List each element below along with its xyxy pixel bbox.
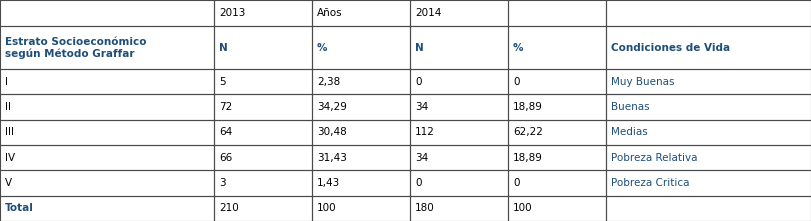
Text: 3: 3 [219, 178, 225, 188]
Text: 64: 64 [219, 127, 232, 137]
Text: 72: 72 [219, 102, 232, 112]
Text: Años: Años [317, 8, 342, 18]
Bar [312, 94, 410, 120]
Text: 30,48: 30,48 [317, 127, 347, 137]
Text: 34: 34 [415, 102, 428, 112]
Bar [0, 26, 214, 69]
Text: Muy Buenas: Muy Buenas [611, 77, 675, 87]
Bar [0, 145, 214, 170]
Text: 62,22: 62,22 [513, 127, 543, 137]
Bar [410, 196, 508, 221]
Text: 5: 5 [219, 77, 225, 87]
Bar [410, 120, 508, 145]
Text: %: % [317, 43, 328, 53]
Bar [312, 26, 410, 69]
Bar [312, 196, 410, 221]
Bar [214, 120, 312, 145]
Bar [606, 0, 811, 26]
Text: 112: 112 [415, 127, 435, 137]
Bar [508, 120, 606, 145]
Bar [410, 170, 508, 196]
Bar [312, 0, 410, 26]
Bar [0, 196, 214, 221]
Text: 2013: 2013 [219, 8, 246, 18]
Text: N: N [415, 43, 424, 53]
Bar [214, 94, 312, 120]
Bar [606, 196, 811, 221]
Bar [214, 69, 312, 94]
Bar [606, 94, 811, 120]
Text: I: I [5, 77, 8, 87]
Text: IV: IV [5, 153, 15, 163]
Bar [312, 69, 410, 94]
Bar [410, 94, 508, 120]
Text: 18,89: 18,89 [513, 102, 543, 112]
Text: 2,38: 2,38 [317, 77, 341, 87]
Bar [214, 145, 312, 170]
Text: Total: Total [5, 203, 34, 213]
Bar [214, 170, 312, 196]
Bar [312, 145, 410, 170]
Bar [606, 120, 811, 145]
Text: 34,29: 34,29 [317, 102, 347, 112]
Bar [410, 26, 508, 69]
Bar [606, 69, 811, 94]
Text: 34: 34 [415, 153, 428, 163]
Text: 0: 0 [513, 77, 520, 87]
Text: 31,43: 31,43 [317, 153, 347, 163]
Bar [508, 0, 606, 26]
Text: Estrato Socioeconómico
según Método Graffar: Estrato Socioeconómico según Método Graf… [5, 36, 147, 59]
Text: Pobreza Critica: Pobreza Critica [611, 178, 689, 188]
Bar [0, 0, 214, 26]
Bar [606, 170, 811, 196]
Bar [508, 94, 606, 120]
Text: 210: 210 [219, 203, 238, 213]
Text: 100: 100 [317, 203, 337, 213]
Text: N: N [219, 43, 228, 53]
Bar [214, 196, 312, 221]
Text: Medias: Medias [611, 127, 648, 137]
Text: %: % [513, 43, 523, 53]
Bar [0, 94, 214, 120]
Text: 2014: 2014 [415, 8, 441, 18]
Bar [508, 26, 606, 69]
Bar [0, 170, 214, 196]
Text: V: V [5, 178, 12, 188]
Bar [410, 69, 508, 94]
Text: 18,89: 18,89 [513, 153, 543, 163]
Text: 66: 66 [219, 153, 232, 163]
Text: Condiciones de Vida: Condiciones de Vida [611, 43, 730, 53]
Text: 0: 0 [415, 178, 422, 188]
Bar [508, 69, 606, 94]
Bar [410, 0, 508, 26]
Text: 100: 100 [513, 203, 533, 213]
Bar [606, 145, 811, 170]
Bar [214, 26, 312, 69]
Text: 0: 0 [513, 178, 520, 188]
Text: 0: 0 [415, 77, 422, 87]
Bar [0, 69, 214, 94]
Bar [214, 0, 312, 26]
Text: III: III [5, 127, 14, 137]
Bar [410, 145, 508, 170]
Text: Pobreza Relativa: Pobreza Relativa [611, 153, 697, 163]
Bar [312, 120, 410, 145]
Bar [0, 120, 214, 145]
Bar [508, 196, 606, 221]
Bar [508, 145, 606, 170]
Text: 1,43: 1,43 [317, 178, 341, 188]
Text: 180: 180 [415, 203, 435, 213]
Bar [312, 170, 410, 196]
Bar [508, 170, 606, 196]
Text: II: II [5, 102, 11, 112]
Bar [606, 26, 811, 69]
Text: Buenas: Buenas [611, 102, 650, 112]
